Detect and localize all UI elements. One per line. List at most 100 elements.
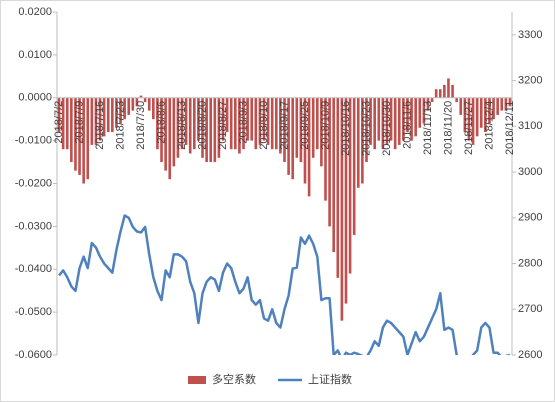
x-tick-label: 2018/7/23 (114, 101, 126, 150)
bar (205, 97, 208, 163)
bar (119, 97, 122, 124)
bar (279, 97, 282, 154)
x-tick-label: 2018/7/30 (135, 101, 147, 150)
bar (365, 97, 368, 163)
x-tick-label: 2018/9/17 (278, 101, 290, 150)
y-tick-label: -0.0400 (15, 263, 52, 275)
y2-tick-label: 2900 (518, 212, 542, 224)
bar (479, 97, 483, 128)
bar (270, 97, 274, 150)
bar (229, 97, 233, 150)
line (58, 214, 510, 355)
bar (373, 97, 376, 150)
y-tick-label: -0.0500 (15, 306, 52, 318)
bar (283, 97, 286, 163)
bar (209, 97, 213, 163)
bar (274, 97, 278, 150)
bar (106, 97, 110, 133)
bar (102, 97, 106, 137)
bar (381, 97, 385, 150)
bar (307, 97, 311, 197)
bar (78, 97, 81, 175)
bar (455, 97, 458, 103)
bar (94, 97, 98, 145)
bar (315, 97, 319, 150)
bar (250, 97, 254, 141)
bar (385, 97, 389, 145)
x-tick-label: 2018/12/4 (483, 101, 495, 150)
bar (266, 97, 270, 145)
bar (160, 97, 163, 163)
bar (496, 97, 499, 115)
x-tick-label: 2018/8/6 (155, 101, 167, 144)
bar (291, 97, 295, 180)
bar (238, 97, 241, 154)
bar (139, 95, 143, 98)
bar (115, 97, 118, 128)
y2-tick-label: 2700 (518, 303, 542, 315)
bar (131, 97, 135, 111)
bar (344, 97, 348, 304)
bar (184, 97, 188, 145)
bar (262, 97, 266, 141)
x-tick-label: 2018/8/27 (217, 101, 229, 150)
bar (475, 97, 479, 137)
bar (221, 97, 225, 141)
bar (352, 97, 356, 235)
x-tick-label: 2018/7/2 (53, 101, 65, 144)
bar (336, 97, 340, 278)
x-tick-label: 2018/11/13 (422, 101, 434, 155)
bar (430, 97, 434, 103)
bar (434, 89, 438, 98)
bar (422, 97, 426, 124)
bar (213, 97, 217, 163)
bar (488, 97, 491, 124)
bar (397, 97, 401, 145)
bar (340, 97, 344, 321)
bar (82, 97, 85, 184)
bar (402, 97, 405, 141)
bar (410, 97, 413, 141)
bar (324, 97, 327, 201)
bar (127, 97, 131, 115)
bar (406, 97, 409, 133)
bar (123, 97, 126, 120)
bar (143, 97, 147, 103)
bar (426, 97, 430, 111)
legend-swatch (188, 376, 206, 384)
bar (484, 97, 487, 133)
bar (320, 97, 323, 167)
bar (361, 97, 364, 184)
bar (176, 97, 180, 158)
y2-tick-label: 3000 (518, 166, 542, 178)
x-tick-label: 2018/8/20 (196, 101, 208, 150)
x-tick-label: 2018/9/10 (258, 101, 270, 150)
bar (311, 97, 315, 158)
x-tick-label: 2018/12/11 (504, 101, 516, 155)
bar (147, 97, 151, 111)
bar (246, 97, 249, 141)
bar (254, 97, 258, 150)
legend-label: 多空系数 (212, 372, 256, 386)
bar (492, 97, 495, 120)
bar (377, 97, 381, 141)
bar (287, 97, 290, 175)
y2-tick-label: 2800 (518, 257, 542, 269)
y-tick-label: 0.0000 (18, 92, 52, 104)
x-tick-label: 2018/8/13 (176, 101, 188, 150)
x-tick-label: 2018/9/25 (299, 101, 311, 150)
y-tick-label: -0.0300 (15, 220, 52, 232)
bar (233, 97, 237, 150)
bar (74, 97, 77, 171)
bar (299, 97, 303, 163)
bar (98, 97, 102, 141)
bar (393, 97, 397, 150)
bar (332, 97, 336, 253)
bar (180, 97, 184, 150)
bar (504, 97, 508, 111)
bar (508, 97, 512, 107)
bar (111, 97, 114, 133)
x-tick-label: 2018/11/6 (401, 101, 413, 149)
bar (152, 97, 155, 120)
bar (61, 97, 65, 150)
